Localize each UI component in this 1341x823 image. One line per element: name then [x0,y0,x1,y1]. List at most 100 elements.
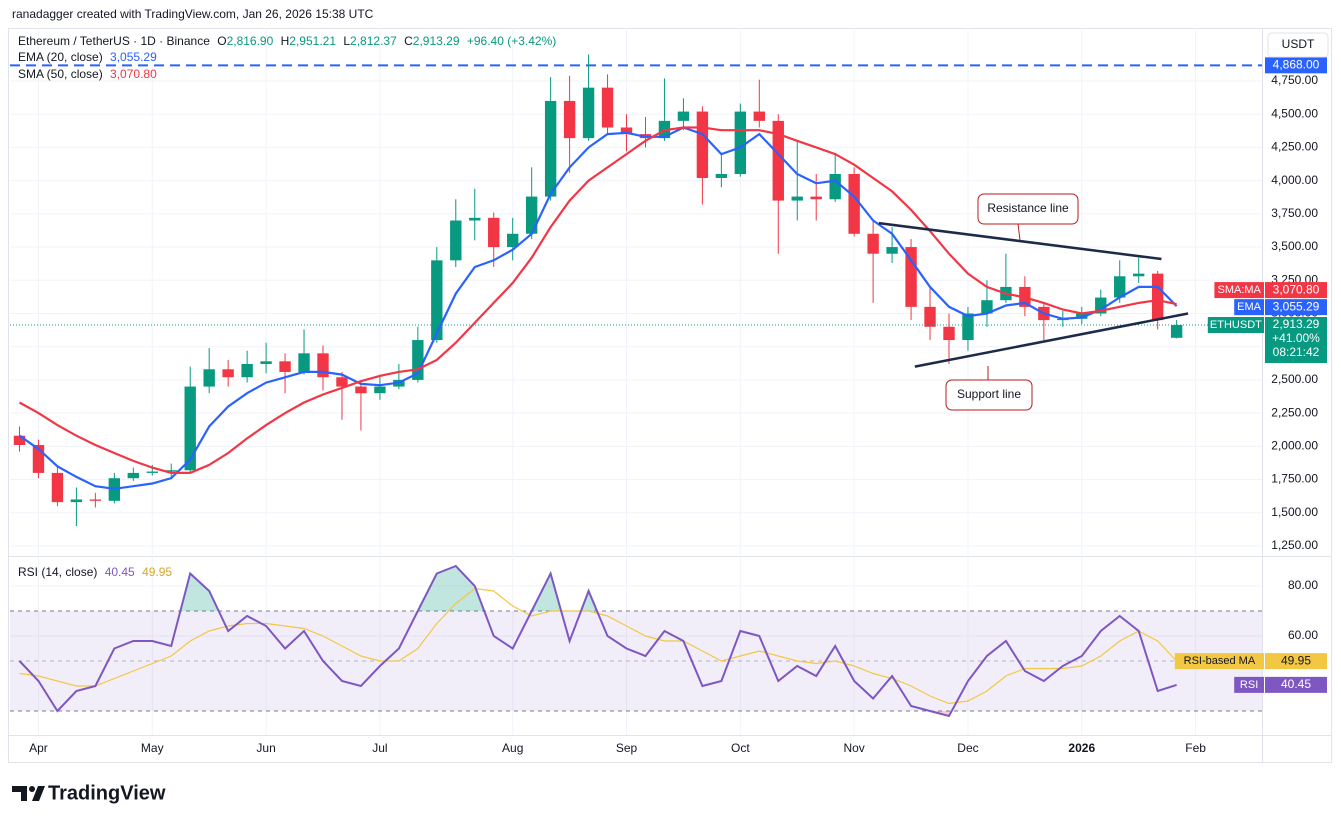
legend-value: 40.45 [105,565,135,579]
candle-body [962,313,974,341]
ohlc-value: 2,913.29 [413,34,460,48]
y-tick-label: 3,500.00 [1271,239,1318,253]
candle-body [13,435,26,446]
candle-body [450,220,462,261]
candle-body [507,233,519,248]
trendline [914,312,1189,368]
y-tick-label: 1,500.00 [1271,505,1318,519]
tag-name-box [1207,317,1264,334]
candle-body [241,363,253,378]
ohlc-key: O [217,34,226,48]
candle-body [544,100,557,197]
tag-name: SMA:MA [1217,284,1261,296]
candle-body [127,472,139,479]
x-tick-label: Nov [843,741,864,755]
candle-body [336,377,348,387]
y-tick-label: 4,250.00 [1271,140,1318,154]
candle-body [488,217,500,248]
logo-part [12,786,27,801]
candle-body [829,173,841,200]
candle-body [886,247,898,254]
legend-value: 3,070.80 [110,67,157,81]
tag-value: 3,070.80 [1273,282,1320,296]
currency-label[interactable]: USDT [1282,37,1315,51]
currency-button[interactable] [1267,32,1329,58]
candle-body [412,340,424,380]
candle-body [677,111,690,121]
tag-value: 2,913.29 [1273,317,1320,331]
annotation-connector [1017,223,1021,241]
candle-body [32,445,45,473]
candle-body [563,100,576,139]
x-tick-label: Feb [1185,741,1206,755]
candle-body [374,386,386,394]
tag-name-box [1214,282,1264,299]
candle-body [924,306,936,327]
candle-body [184,386,196,471]
tag-value: 3,055.29 [1273,299,1320,313]
candle-body [696,111,709,178]
candle-body [222,369,234,378]
symbol: Ethereum / TetherUS · 1D · Binance [18,34,210,48]
candle-body [279,361,291,372]
y-tick-label: 2,500.00 [1271,372,1318,386]
candle-body [620,127,633,135]
sma-legend: SMA (50, close) 3,070.80 [18,67,157,81]
symbol-legend: Ethereum / TetherUS · 1D · Binance O2,81… [18,34,556,48]
candle-body [70,499,83,503]
x-tick-label: Aug [502,741,523,755]
x-tick-label: Apr [29,741,48,755]
tag-name: ETHUSDT [1210,319,1262,331]
y-tick-label: 2,250.00 [1271,405,1318,419]
candle-body [165,470,177,472]
candle-body [981,300,993,314]
candle-body [867,233,879,254]
candle-body [298,353,310,372]
candle-body [355,386,367,394]
candle-body [203,369,215,387]
logo-part [29,786,35,792]
tag-name: RSI [1240,679,1258,691]
rsi-oversold-fill [19,711,1177,716]
candle-body [1114,276,1126,298]
legend-name: EMA (20, close) [18,50,103,64]
trendline [878,221,1162,261]
rsi-line [18,564,1177,718]
y-tick-label: 3,750.00 [1271,206,1318,220]
candle-body [753,111,765,121]
tag-change: +41.00% [1272,331,1320,345]
x-tick-label: Dec [957,741,978,755]
tag-value-box [1265,676,1327,693]
ohlc-key: C [404,34,413,48]
tag-value-box [1265,57,1327,74]
candle-body [525,196,538,234]
candle-body [848,173,860,234]
frame [8,28,1332,763]
candle-body [734,111,747,174]
logo-part [32,786,45,801]
ohlc-key: L [343,34,350,48]
legend-value: 49.95 [142,565,172,579]
candle-body [601,87,614,128]
candle-body [1133,273,1145,277]
rsi-legend: RSI (14, close) 40.45 49.95 [18,565,172,579]
tag-value-box [1265,653,1327,670]
ohlc-value: 2,951.21 [289,34,336,48]
y-tick-label: 4,750.00 [1271,73,1318,87]
y-tick-label: 2,000.00 [1271,439,1318,453]
candle-body [317,353,329,378]
candle-body [260,361,272,364]
x-tick-label: Sep [616,741,638,755]
annotation-box [945,379,1033,411]
x-tick-label: Oct [731,741,750,755]
candle-body [1095,297,1107,314]
ohlc-value: 2,816.90 [227,34,274,48]
brand-logo [12,786,45,801]
brand: TradingView [48,782,166,804]
ma-line [18,126,1178,490]
tag-name: RSI-based MA [1184,655,1256,667]
candle-body [431,260,443,341]
ema-legend: EMA (20, close) 3,055.29 [18,50,157,64]
